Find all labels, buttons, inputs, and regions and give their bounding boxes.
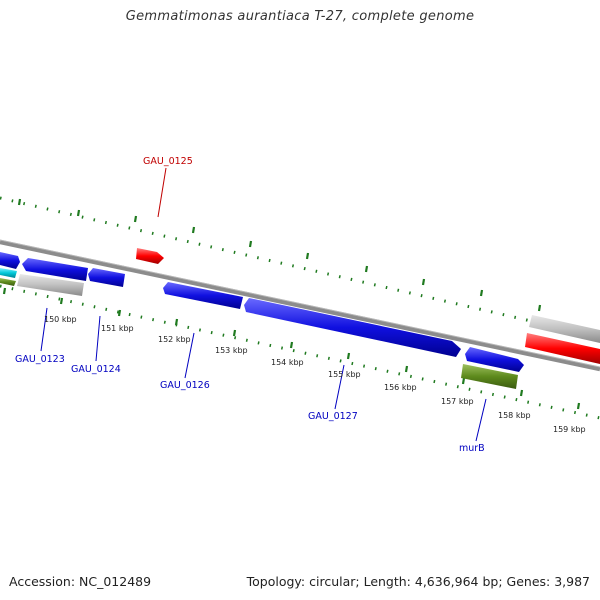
genome-backbone (0, 239, 600, 372)
tick-label-152: 152 kbp (158, 335, 191, 344)
gene-gau-0125-arrow[interactable] (136, 248, 164, 264)
gene-gau-0127-arrow[interactable] (244, 298, 461, 357)
gene-green-left-arrow[interactable] (0, 278, 16, 286)
lower-tick-track (0, 284, 600, 420)
tick-label-156: 156 kbp (384, 383, 417, 392)
gene-murB-arrow[interactable] (461, 364, 518, 389)
gene-gau-0123-pseudo[interactable] (17, 274, 84, 296)
gene-gau-0126-arrow[interactable] (163, 282, 243, 309)
gene-pseudo-right-arrow[interactable] (529, 315, 600, 343)
tick-label-154: 154 kbp (271, 358, 304, 367)
tick-label-158: 158 kbp (498, 411, 531, 420)
gene-murB-neighbor-arrow[interactable] (465, 347, 524, 372)
gene-cyan-arrow[interactable] (0, 268, 17, 278)
upper-tick-track (0, 196, 600, 339)
tick-label-155: 155 kbp (328, 370, 361, 379)
gene-label-murB[interactable]: murB (459, 443, 485, 454)
gene-label-gau-0127[interactable]: GAU_0127 (308, 411, 358, 422)
gene-label-gau-0125[interactable]: GAU_0125 (143, 156, 193, 167)
tick-label-151: 151 kbp (101, 324, 134, 333)
tick-label-159: 159 kbp (553, 425, 586, 434)
gene-labels: GAU_0125 GAU_0123 GAU_0124 GAU_0126 GAU_… (15, 156, 485, 454)
genome-summary: Topology: circular; Length: 4,636,964 bp… (246, 574, 590, 589)
gene-label-gau-0124[interactable]: GAU_0124 (71, 364, 121, 375)
accession-label: Accession: NC_012489 (9, 574, 152, 589)
tick-label-150: 150 kbp (44, 315, 77, 324)
gene-label-gau-0126[interactable]: GAU_0126 (160, 380, 210, 391)
map-title: Gemmatimonas aurantiaca T-27, complete g… (125, 9, 475, 24)
gene-gau-0123-arrow[interactable] (22, 258, 88, 281)
gene-left-edge-arrow[interactable] (0, 252, 20, 269)
gene-gau-0124-arrow[interactable] (88, 268, 125, 287)
tick-labels: 150 kbp 151 kbp 152 kbp 153 kbp 154 kbp … (44, 315, 586, 434)
label-leader-lines (40, 167, 487, 442)
tick-label-153: 153 kbp (215, 346, 248, 355)
gene-red-right-arrow[interactable] (525, 333, 600, 364)
gene-label-gau-0123[interactable]: GAU_0123 (15, 354, 65, 365)
tick-label-157: 157 kbp (441, 397, 474, 406)
